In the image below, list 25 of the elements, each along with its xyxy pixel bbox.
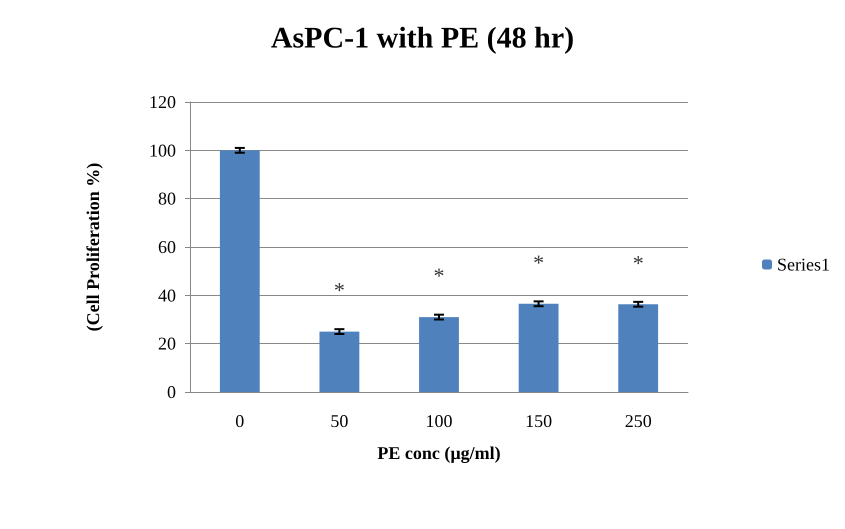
x-tick-label: 250: [624, 411, 652, 431]
bar: [618, 304, 658, 392]
bar: [518, 304, 559, 392]
y-tick-label: 60: [158, 237, 176, 257]
chart-title: AsPC-1 with PE (48 hr): [270, 22, 574, 54]
x-tick-label: 0: [235, 411, 244, 431]
annotation: *: [434, 263, 444, 288]
y-tick-label: 80: [158, 188, 176, 209]
annotation: *: [632, 250, 644, 276]
y-axis-title: (Cell Proliferation %): [83, 162, 103, 332]
x-axis-title: PE conc (µg/ml): [377, 443, 501, 463]
y-tick-label: 20: [158, 334, 176, 354]
annotation: *: [334, 278, 345, 303]
annotation: *: [533, 250, 544, 275]
x-tick-label: 50: [330, 411, 348, 431]
y-tick-label: 120: [149, 92, 176, 112]
bar: [220, 150, 260, 392]
y-tick-label: 100: [149, 140, 176, 160]
x-tick-label: 150: [525, 411, 552, 431]
y-tick-label: 40: [158, 285, 176, 306]
y-tick-label: 0: [167, 382, 176, 402]
bar: [419, 317, 459, 392]
bar: [319, 332, 360, 392]
legend-label: Series1: [777, 254, 830, 274]
x-tick-label: 100: [426, 411, 452, 431]
